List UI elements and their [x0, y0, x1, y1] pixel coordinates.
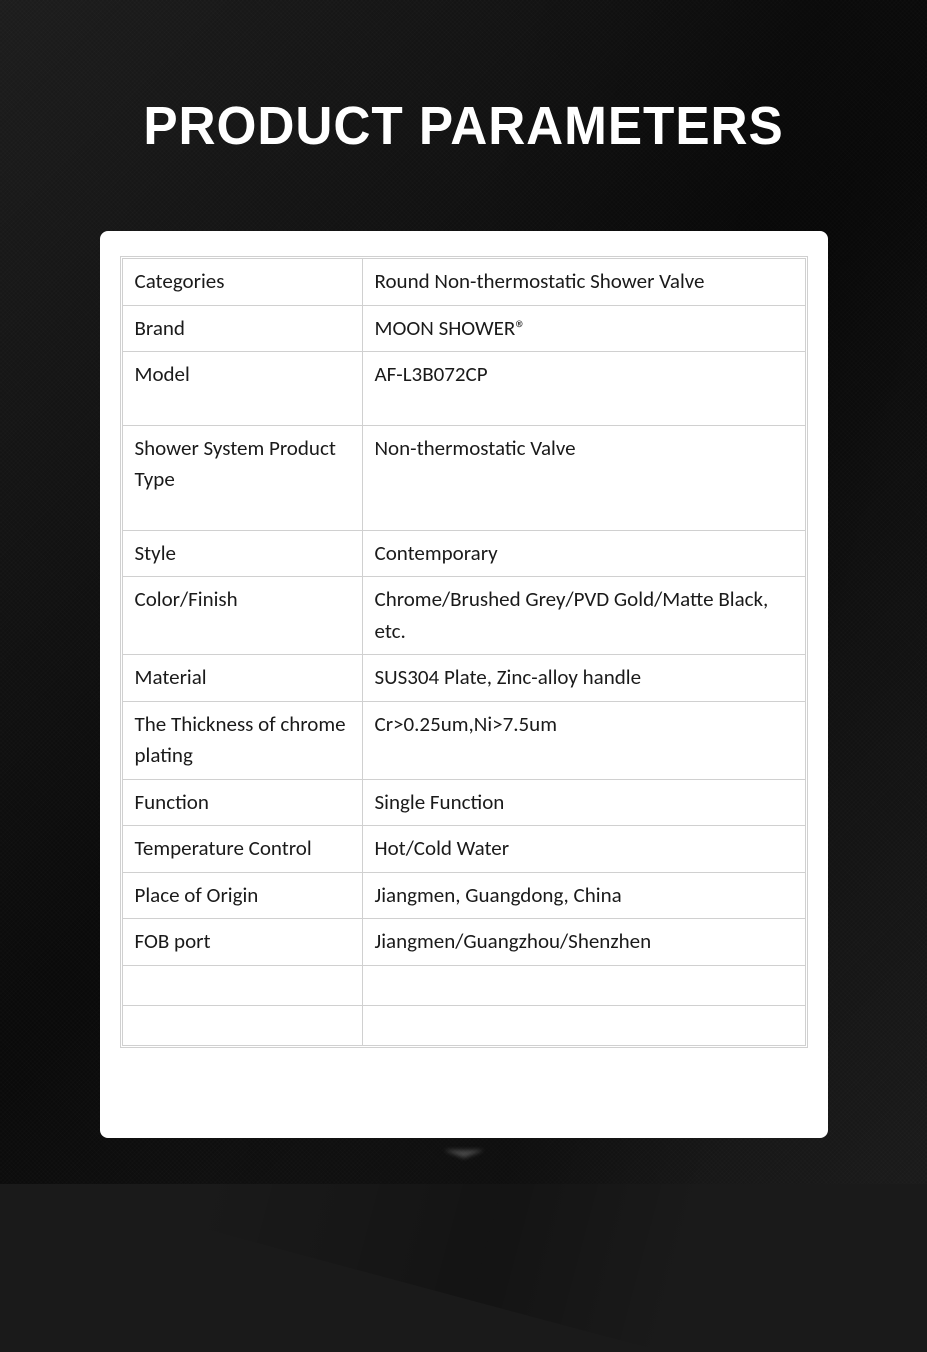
- table-row: ModelAF-L3B072CP: [122, 352, 805, 426]
- parameter-label: Color/Finish: [122, 577, 362, 655]
- parameter-value: Jiangmen/Guangzhou/Shenzhen: [362, 919, 805, 966]
- parameter-value: Non-thermostatic Valve: [362, 425, 805, 530]
- parameter-value: AF-L3B072CP: [362, 352, 805, 426]
- table-row: FOB portJiangmen/Guangzhou/Shenzhen: [122, 919, 805, 966]
- parameter-label: Place of Origin: [122, 872, 362, 919]
- table-row: CategoriesRound Non-thermostatic Shower …: [122, 259, 805, 306]
- parameter-value: Contemporary: [362, 530, 805, 577]
- parameter-value: Cr>0.25um,Ni>7.5um: [362, 701, 805, 779]
- table-row: [122, 965, 805, 1005]
- parameter-label: [122, 1005, 362, 1045]
- table-row: Temperature ControlHot/Cold Water: [122, 826, 805, 873]
- parameter-value: Single Function: [362, 779, 805, 826]
- parameters-card: CategoriesRound Non-thermostatic Shower …: [100, 231, 828, 1138]
- parameter-value: [362, 965, 805, 1005]
- parameter-label: Brand: [122, 305, 362, 352]
- parameter-value: Jiangmen, Guangdong, China: [362, 872, 805, 919]
- table-row: Shower System Product TypeNon-thermostat…: [122, 425, 805, 530]
- parameter-label: Shower System Product Type: [122, 425, 362, 530]
- parameter-value: MOON SHOWER®: [362, 305, 805, 352]
- parameter-value: Round Non-thermostatic Shower Valve: [362, 259, 805, 306]
- table-row: MaterialSUS304 Plate, Zinc-alloy handle: [122, 655, 805, 702]
- parameter-value: [362, 1005, 805, 1045]
- table-row: The Thickness of chrome platingCr>0.25um…: [122, 701, 805, 779]
- parameter-value: Chrome/Brushed Grey/PVD Gold/Matte Black…: [362, 577, 805, 655]
- table-row: BrandMOON SHOWER®: [122, 305, 805, 352]
- table-row: Color/FinishChrome/Brushed Grey/PVD Gold…: [122, 577, 805, 655]
- page-title: PRODUCT PARAMETERS: [23, 0, 904, 157]
- parameter-label: [122, 965, 362, 1005]
- parameter-value: SUS304 Plate, Zinc-alloy handle: [362, 655, 805, 702]
- table-row: [122, 1005, 805, 1045]
- parameter-label: Material: [122, 655, 362, 702]
- parameter-label: Categories: [122, 259, 362, 306]
- parameters-table: CategoriesRound Non-thermostatic Shower …: [122, 258, 806, 1046]
- parameter-label: Temperature Control: [122, 826, 362, 873]
- table-row: FunctionSingle Function: [122, 779, 805, 826]
- parameter-label: Style: [122, 530, 362, 577]
- parameter-label: FOB port: [122, 919, 362, 966]
- parameter-label: Function: [122, 779, 362, 826]
- table-wrapper: CategoriesRound Non-thermostatic Shower …: [120, 256, 808, 1048]
- table-row: Place of OriginJiangmen, Guangdong, Chin…: [122, 872, 805, 919]
- table-row: StyleContemporary: [122, 530, 805, 577]
- parameter-value: Hot/Cold Water: [362, 826, 805, 873]
- parameter-label: Model: [122, 352, 362, 426]
- parameter-label: The Thickness of chrome plating: [122, 701, 362, 779]
